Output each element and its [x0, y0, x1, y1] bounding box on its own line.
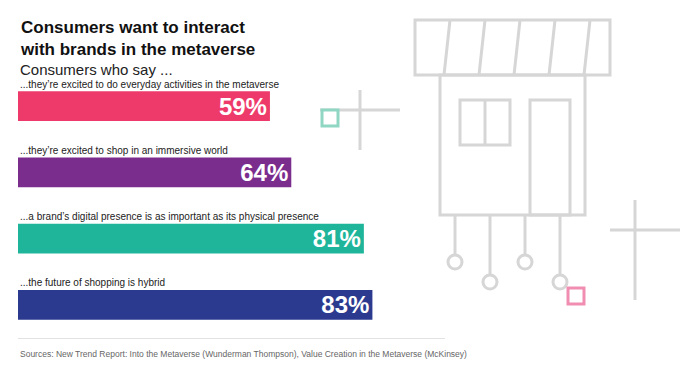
svg-text:Sources: New Trend Report: Int: Sources: New Trend Report: Into the Meta…: [20, 349, 467, 359]
svg-text:59%: 59%: [219, 93, 267, 120]
svg-text:Consumers want to interactwith: Consumers want to interactwith brands in…: [20, 18, 255, 59]
svg-text:...they’re excited to do every: ...they’re excited to do everyday activi…: [20, 79, 279, 90]
svg-text:Consumers who say ...: Consumers who say ...: [20, 61, 173, 78]
svg-text:...the future of shopping is h: ...the future of shopping is hybrid: [20, 277, 165, 288]
svg-text:83%: 83%: [321, 291, 369, 318]
svg-text:...a brand’s digital presence: ...a brand’s digital presence is as impo…: [20, 211, 319, 222]
svg-text:...they’re excited to shop in: ...they’re excited to shop in an immersi…: [20, 145, 228, 156]
svg-text:81%: 81%: [313, 225, 361, 252]
svg-text:64%: 64%: [240, 159, 288, 186]
